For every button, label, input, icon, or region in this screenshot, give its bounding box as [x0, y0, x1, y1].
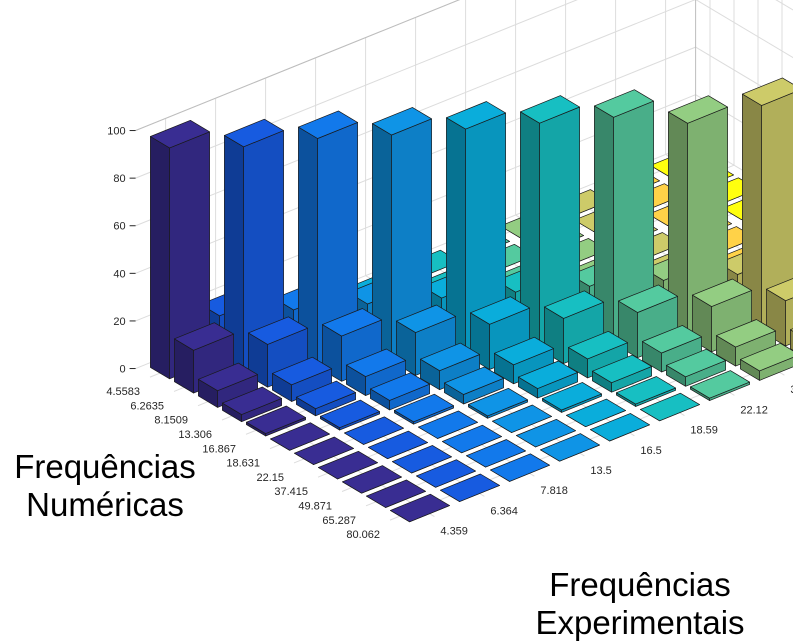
bar-8-4	[468, 387, 528, 419]
bar-1-1	[150, 119, 210, 380]
bar-11-9	[790, 328, 793, 351]
experimental-axis-label-line1: Frequências	[549, 566, 731, 603]
bar-10-2	[416, 459, 476, 488]
numerical-tick-label: 18.631	[226, 458, 260, 470]
bar-8-5	[518, 360, 578, 399]
bar-10-1	[366, 479, 426, 508]
numerical-tick-label: 65.287	[322, 515, 356, 527]
numerical-tick-label: 22.15	[256, 472, 284, 484]
bar-9-9	[742, 77, 793, 332]
experimental-tick-label: 4.359	[440, 526, 468, 538]
numerical-tick-label: 8.1509	[154, 415, 188, 427]
bar-10-4	[516, 418, 576, 448]
bar-6-1	[270, 422, 330, 451]
bar-9-6	[592, 354, 652, 393]
bar-7-2	[344, 416, 404, 445]
z-tick-label: 0	[119, 364, 125, 376]
bar-8-2	[368, 430, 428, 460]
bar-3-1	[198, 362, 258, 408]
experimental-tick-label: 18.59	[690, 425, 718, 437]
bar-11-6	[640, 392, 700, 422]
bar-11-3	[490, 453, 550, 482]
bar-9-1	[342, 465, 402, 494]
numerical-tick-label: 49.871	[298, 501, 332, 513]
experimental-tick-label: 16.5	[640, 445, 661, 457]
experimental-tick-label: 7.818	[540, 485, 568, 497]
experimental-axis-label-line2: Experimentais	[535, 604, 745, 641]
bar-11-5	[590, 413, 650, 442]
bar-9-5	[542, 382, 602, 413]
z-tick-label: 80	[113, 173, 125, 185]
bar-11-2	[440, 473, 500, 502]
numerical-axis-label: Frequências Numéricas	[12, 448, 198, 524]
bar-9-4	[492, 404, 552, 433]
bar-5-1	[246, 405, 306, 437]
bar-10-5	[566, 398, 626, 428]
bar-7-7	[594, 89, 654, 344]
z-tick-label: 40	[113, 268, 125, 280]
chart-ticks: 0 20 40 60 80 100 4.5583 6.2635 8.1509 13.306 16.8…	[106, 126, 793, 542]
bar-11-1	[390, 493, 450, 523]
z-tick-label: 20	[113, 316, 125, 328]
experimental-tick-label: 13.5	[590, 465, 611, 477]
bar-8-6	[568, 330, 628, 379]
bar-9-3	[442, 424, 502, 454]
chart-bars	[150, 77, 793, 523]
bar-6-3	[370, 372, 430, 411]
experimental-tick-label: 35	[790, 384, 793, 396]
experimental-tick-label: 6.364	[490, 505, 518, 517]
bar-6-6	[520, 95, 580, 350]
bar-7-3	[394, 393, 454, 425]
bar-8-1	[318, 450, 378, 480]
bar-4-2	[272, 356, 332, 402]
bar-2-2	[224, 118, 284, 374]
numerical-tick-label: 6.2635	[130, 400, 164, 412]
numerical-tick-label: 37.415	[274, 486, 308, 498]
z-tick-label: 60	[113, 221, 125, 233]
numerical-tick-label: 16.867	[202, 443, 236, 455]
bar-3-3	[298, 110, 358, 368]
experimental-tick-label: 22.12	[740, 404, 768, 416]
bar-10-7	[666, 348, 726, 387]
numerical-axis-label-line1: Frequências	[14, 448, 196, 485]
numerical-tick-label: 4.5583	[106, 386, 140, 398]
bar-6-2	[320, 399, 380, 431]
bar-8-3	[418, 410, 478, 439]
bar-11-7	[690, 370, 750, 401]
numerical-axis-label-line2: Numéricas	[26, 486, 184, 523]
numerical-tick-label: 80.062	[346, 529, 380, 541]
bar-4-1	[222, 386, 282, 423]
z-tick-label: 100	[107, 126, 125, 138]
bar-8-8	[668, 95, 728, 338]
bar-10-3	[466, 439, 526, 468]
numerical-tick-label: 13.306	[178, 429, 212, 441]
bar-9-2	[392, 445, 452, 474]
bar-4-4	[372, 107, 432, 362]
experimental-axis-label: Frequências Experimentais	[527, 566, 753, 642]
bar-10-6	[616, 376, 676, 407]
bar-5-5	[446, 101, 506, 356]
bar-7-1	[294, 436, 354, 465]
bar-11-4	[540, 433, 600, 462]
bar-5-2	[296, 380, 356, 417]
bar-7-4	[444, 366, 504, 405]
bar-11-8	[740, 342, 793, 381]
